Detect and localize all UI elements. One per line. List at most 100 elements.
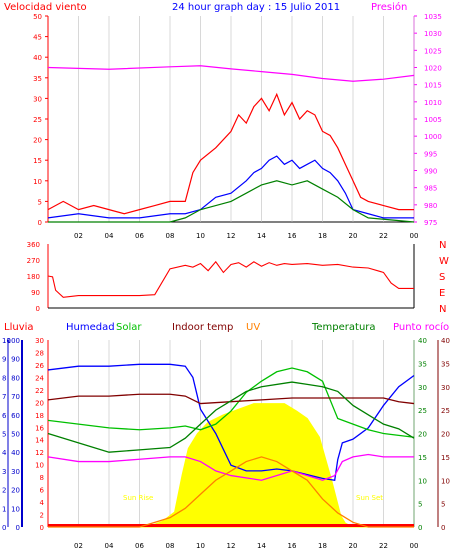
dewpoint-tick-label: 15	[441, 454, 450, 462]
wind-tick-label: 10	[33, 178, 42, 186]
legend-entry: Punto rocío	[393, 321, 449, 333]
lluvia-tick-label: 0	[2, 524, 6, 532]
time-tick-label: 00	[410, 232, 419, 240]
wind-tick-label: 45	[33, 34, 42, 42]
compass-label: N	[439, 240, 446, 251]
solar-tick-label: 8	[40, 474, 44, 482]
pressure-tick-label: 975	[424, 219, 437, 227]
dewpoint-tick-label: 10	[441, 477, 450, 485]
wind-tick-label: 0	[38, 219, 42, 227]
pressure-tick-label: 1010	[424, 99, 442, 107]
series-line-presi-n	[47, 65, 415, 82]
lluvia-tick-label: 8	[2, 374, 6, 382]
solar-tick-label: 22	[35, 387, 44, 395]
series-line-velocidad-viento-avg-	[47, 155, 414, 219]
time-tick-label: 22	[379, 542, 388, 550]
lluvia-tick-label: 3	[2, 468, 6, 476]
humedad-tick-label: 20	[11, 487, 20, 495]
pressure-tick-label: 1030	[424, 30, 442, 38]
pressure-tick-label: 1035	[424, 13, 442, 21]
wind-axis-label: Velocidad viento	[4, 2, 87, 13]
time-tick-label: 16	[288, 232, 297, 240]
wind-tick-label: 25	[33, 116, 42, 124]
humedad-tick-label: 70	[11, 393, 20, 401]
wind-tick-label: 20	[33, 137, 42, 145]
humedad-tick-label: 0	[16, 524, 20, 532]
wind-tick-label: 30	[33, 95, 42, 103]
wind-tick-label: 40	[33, 54, 42, 62]
legend-entry: Lluvia	[4, 322, 34, 333]
compass-label: W	[439, 256, 449, 267]
lluvia-tick-label: 1	[2, 505, 6, 513]
temperature-tick-label: 25	[418, 407, 427, 415]
solar-tick-label: 10	[35, 462, 44, 470]
time-tick-label: 06	[135, 232, 144, 240]
time-tick-label: 14	[257, 232, 266, 240]
lluvia-tick-label: 2	[2, 487, 6, 495]
time-tick-label: 06	[135, 542, 144, 550]
dewpoint-tick-label: 40	[441, 337, 450, 345]
time-tick-label: 10	[196, 232, 205, 240]
sun-rise-label: Sun Rise	[123, 494, 153, 502]
dewpoint-tick-label: 0	[441, 524, 445, 532]
direction-tick-label: 270	[27, 257, 40, 265]
time-tick-label: 20	[349, 542, 358, 550]
lluvia-tick-label: 9	[2, 356, 6, 364]
time-tick-label: 20	[349, 232, 358, 240]
legend-entry: Humedad	[66, 322, 115, 333]
legend-entry: Indoor temp	[172, 322, 233, 333]
temperature-tick-label: 20	[418, 431, 427, 439]
solar-tick-label: 4	[40, 499, 45, 507]
lluvia-tick-label: 4	[2, 449, 7, 457]
humedad-tick-label: 80	[11, 374, 20, 382]
series-line-temperatura	[47, 381, 415, 453]
pressure-tick-label: 1020	[424, 65, 442, 73]
series-line-indoor-temp	[47, 393, 415, 405]
solar-tick-label: 26	[35, 362, 44, 370]
wind-tick-label: 50	[33, 13, 42, 21]
legend-entry: UV	[246, 322, 260, 333]
humedad-tick-label: 100	[7, 337, 20, 345]
time-tick-label: 18	[318, 232, 327, 240]
series-line-solar	[47, 367, 415, 438]
humedad-tick-label: 10	[11, 505, 20, 513]
pressure-axis-label: Presión	[371, 1, 407, 13]
legend-entry: Solar	[116, 322, 142, 333]
graph-title: 24 hour graph day : 15 Julio 2011	[172, 2, 340, 13]
pressure-tick-label: 985	[424, 185, 437, 193]
dewpoint-tick-label: 25	[441, 407, 450, 415]
time-tick-label: 00	[410, 542, 419, 550]
dewpoint-tick-label: 20	[441, 431, 450, 439]
temperature-tick-label: 30	[418, 384, 427, 392]
solar-tick-label: 24	[35, 374, 44, 382]
humedad-tick-label: 90	[11, 356, 20, 364]
wind-tick-label: 15	[33, 157, 42, 165]
solar-tick-label: 28	[35, 349, 44, 357]
series-line-velocidad-viento-min-	[48, 180, 415, 223]
solar-tick-label: 20	[35, 399, 44, 407]
rain-bar	[48, 524, 414, 527]
solar-tick-label: 2	[40, 512, 44, 520]
pressure-tick-label: 980	[424, 202, 437, 210]
direction-tick-label: 360	[27, 241, 40, 249]
time-tick-label: 02	[74, 542, 83, 550]
time-tick-label: 18	[318, 542, 327, 550]
humedad-tick-label: 30	[11, 468, 20, 476]
time-tick-label: 08	[166, 232, 175, 240]
pressure-tick-label: 995	[424, 150, 437, 158]
time-tick-label: 16	[288, 542, 297, 550]
time-tick-label: 10	[196, 542, 205, 550]
solar-tick-label: 0	[40, 524, 44, 532]
sun-set-label: Sun Set	[356, 494, 383, 502]
series-line-uv	[48, 456, 414, 528]
pressure-tick-label: 1000	[424, 133, 442, 141]
temperature-tick-label: 0	[418, 524, 422, 532]
series-line-punto-roc-o	[47, 453, 414, 481]
lluvia-tick-label: 6	[2, 412, 7, 420]
pressure-tick-label: 1005	[424, 116, 442, 124]
time-tick-label: 22	[379, 232, 388, 240]
dewpoint-tick-label: 5	[441, 501, 445, 509]
series-line-velocidad-viento-gust-	[47, 92, 414, 215]
